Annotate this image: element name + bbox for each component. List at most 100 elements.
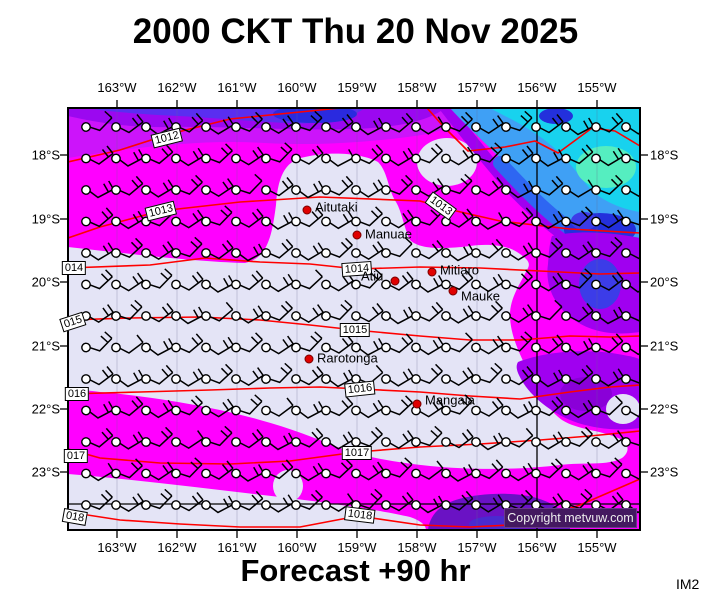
wind-barb [201, 143, 233, 164]
wind-barb [351, 179, 385, 198]
wind-barb [471, 273, 505, 293]
wind-barb [261, 494, 295, 513]
place-dot-mangaia [412, 399, 422, 409]
lat-label-right: 23°S [650, 464, 679, 480]
wind-barb [231, 111, 263, 132]
wind-barb [81, 331, 113, 353]
lon-label-bottom: 163°W [97, 540, 137, 555]
isobar-1016 [68, 384, 640, 400]
wind-barb [381, 147, 415, 167]
blob-darkblue-top [273, 108, 357, 123]
lat-label-left: 21°S [31, 338, 60, 354]
wind-barb [561, 399, 595, 419]
wind-barb [531, 272, 564, 292]
wind-barb [111, 237, 143, 258]
place-dot-atiu [390, 276, 400, 286]
wind-barb [591, 395, 623, 416]
wind-barb [381, 271, 414, 291]
wind-barb [321, 493, 354, 513]
wind-barb [471, 362, 503, 384]
isobar-label-016: 016 [64, 387, 90, 401]
wind-barb [441, 270, 474, 291]
wind-barb [201, 240, 234, 260]
wind-barb [111, 175, 144, 196]
wind-barb [231, 270, 264, 291]
wind-barb [141, 426, 173, 447]
lon-label-top: 156°W [517, 80, 557, 95]
wind-barb [81, 269, 113, 290]
wind-barb [411, 336, 445, 356]
wind-barb [111, 458, 143, 479]
place-label-mauke: Mauke [461, 288, 501, 304]
wind-barb [411, 301, 444, 322]
wind-barb [441, 111, 473, 132]
wind-barb [321, 299, 353, 321]
wind-barb [621, 122, 640, 135]
wind-barb [201, 178, 234, 198]
wind-barb [501, 242, 535, 261]
place-dot-mitiaro [427, 267, 437, 277]
wind-barb [201, 398, 234, 418]
wind-barb [321, 175, 354, 196]
wind-barb [561, 179, 595, 198]
wind-barb [171, 147, 205, 167]
wind-barb [201, 425, 233, 447]
wind-barb [381, 333, 414, 354]
wind-barb [321, 369, 355, 388]
wind-barb [411, 116, 445, 135]
wind-barb [171, 333, 204, 354]
lat-label-left: 18°S [31, 147, 60, 163]
wind-barb [231, 394, 263, 416]
wind-barb [231, 367, 264, 387]
wind-barb [231, 305, 265, 324]
wind-barb [351, 461, 384, 481]
lat-label-left: 20°S [31, 274, 60, 290]
wind-barb [411, 425, 443, 447]
wind-barb [111, 149, 145, 167]
wind-barb [291, 401, 325, 419]
wind-barb [261, 212, 295, 230]
wind-barb [321, 334, 354, 354]
model-id-label: IM2 [676, 576, 700, 592]
wind-barb [471, 432, 505, 451]
wind-barb [591, 306, 625, 325]
forecast-hour-label: Forecast +90 hr [240, 553, 471, 588]
wind-barb [561, 206, 593, 227]
wind-barb [81, 145, 114, 165]
wind-barb [111, 493, 144, 513]
wind-barb [291, 269, 323, 290]
wind-barb [111, 210, 145, 230]
wind-barb [201, 363, 233, 384]
wind-barb [141, 179, 175, 198]
wind-barb [291, 462, 325, 482]
wind-barb [591, 368, 625, 387]
wind-barb [351, 268, 383, 290]
wind-barb [501, 180, 535, 199]
wind-barb [471, 238, 504, 259]
wind-barb [201, 205, 233, 227]
wind-barb [411, 363, 443, 384]
wind-barb [621, 185, 640, 198]
lat-label-left: 23°S [31, 464, 60, 480]
wind-barb [321, 431, 355, 450]
wind-barb [351, 399, 385, 419]
wind-barb [441, 367, 474, 387]
wind-barb [291, 331, 323, 353]
wind-barb [261, 238, 294, 259]
wind-barb [291, 207, 324, 228]
place-label-rarotonga: Rarotonga [317, 350, 378, 366]
wind-barb [471, 115, 504, 135]
place-dot-rarotonga [304, 354, 314, 364]
wind-barb [501, 269, 533, 290]
wind-barb [501, 110, 533, 132]
wind-barb [381, 368, 415, 387]
wind-barb [261, 362, 293, 384]
wind-barb [531, 237, 563, 258]
lon-label-top: 155°W [577, 80, 617, 95]
wind-barb [171, 457, 203, 479]
wind-barb [231, 490, 264, 511]
wind-barb [381, 236, 413, 258]
wind-barb [321, 237, 353, 258]
wind-barb [591, 236, 623, 258]
wind-barb [231, 173, 263, 195]
